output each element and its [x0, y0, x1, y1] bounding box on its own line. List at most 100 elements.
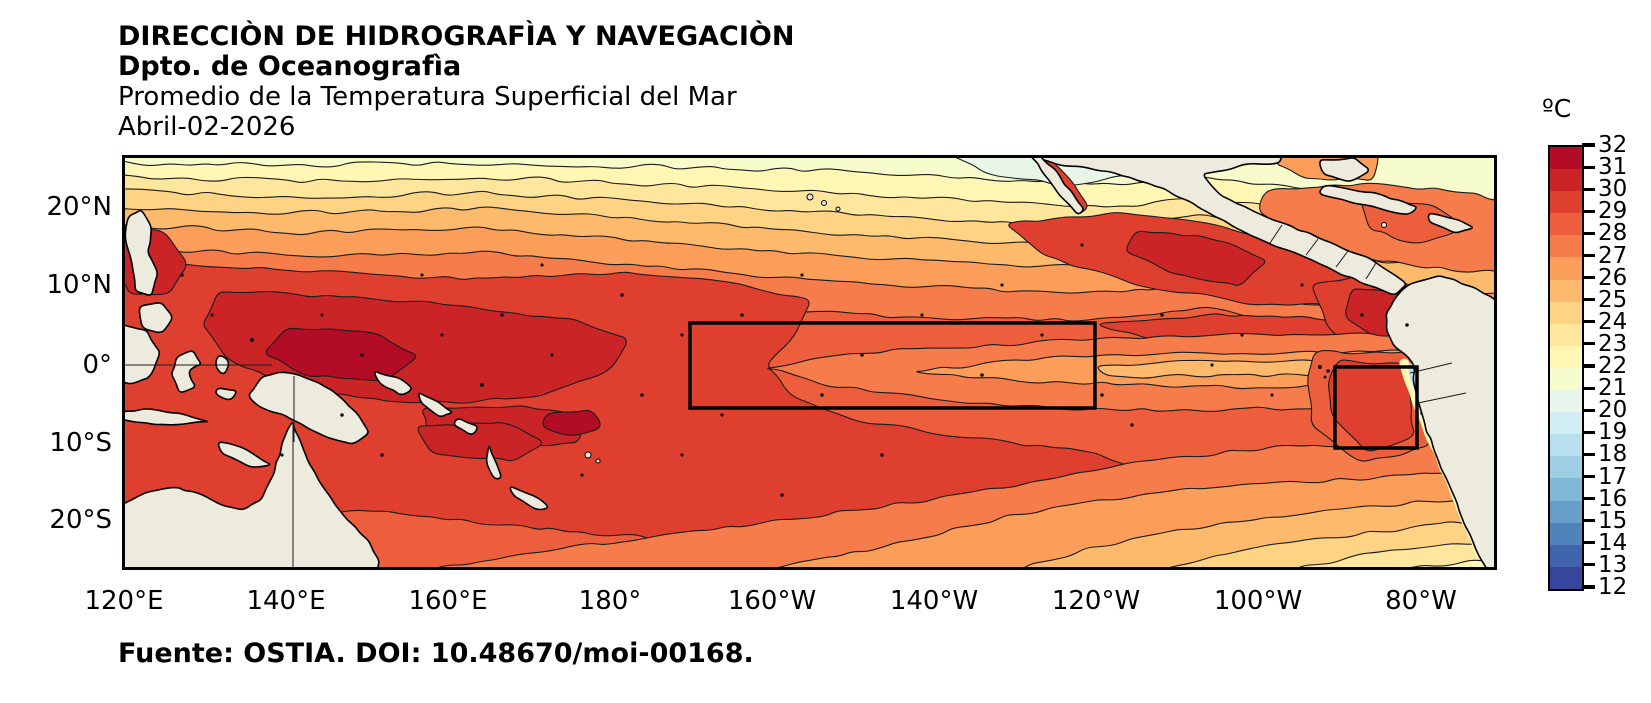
land-cuba — [1319, 184, 1417, 215]
lat-tick-label: 20°N — [46, 192, 112, 222]
boundary-line — [1335, 250, 1349, 268]
source-caption: Fuente: OSTIA. DOI: 10.48670/moi-00168. — [118, 638, 754, 669]
boundary-line — [1269, 224, 1283, 244]
contour-speckle — [800, 273, 804, 277]
contour-speckle — [680, 333, 684, 337]
colorbar-tick-label: 31 — [1598, 154, 1628, 181]
colorbar-segment — [1550, 169, 1582, 192]
contour-speckle — [820, 393, 824, 397]
lon-tick-label: 120°E — [84, 586, 164, 616]
land-baja-california — [1028, 155, 1084, 215]
colorbar — [1548, 145, 1584, 591]
colorbar-tick-label: 12 — [1598, 574, 1628, 600]
colorbar-tick-label: 30 — [1598, 176, 1628, 203]
contour-speckle — [420, 273, 424, 277]
small-island — [1381, 222, 1387, 228]
contour-speckle — [580, 473, 584, 477]
contour-speckle — [280, 453, 284, 457]
contour-speckle — [880, 453, 884, 457]
contour-speckle — [380, 453, 384, 457]
colorbar-segment — [1550, 257, 1582, 280]
land-australia — [122, 422, 380, 570]
land-java — [122, 408, 209, 426]
land-timor — [217, 441, 271, 468]
colorbar-segment — [1550, 147, 1582, 170]
lon-tick-label: 140°E — [246, 586, 326, 616]
contour-speckle — [1130, 423, 1134, 427]
contour-speckle — [980, 373, 984, 377]
colorbar-tick-label: 14 — [1598, 529, 1628, 556]
contour-speckle — [1100, 393, 1104, 397]
colorbar-tick-label: 22 — [1598, 353, 1628, 379]
contour-speckle — [1080, 243, 1084, 247]
contour-speckle — [1405, 323, 1409, 327]
colorbar-tick-label: 27 — [1598, 242, 1628, 269]
contour-speckle — [360, 353, 364, 357]
lon-tick-label: 160°E — [408, 586, 488, 616]
boundary-line — [1305, 238, 1319, 256]
region-box — [1333, 365, 1419, 450]
land-solomons-1 — [418, 392, 453, 418]
sst-map-svg — [122, 155, 1497, 570]
colorbar-tick-label: 15 — [1598, 507, 1628, 534]
contour-speckle — [1326, 369, 1330, 373]
contour-speckle — [500, 313, 504, 317]
colorbar-segment — [1550, 456, 1582, 479]
sst-region — [542, 409, 601, 436]
colorbar-tick-label: 17 — [1598, 463, 1628, 490]
contour-speckle — [180, 273, 184, 277]
contour-speckle — [1360, 313, 1364, 317]
colorbar-segment — [1550, 191, 1582, 214]
colorbar-segment — [1550, 235, 1582, 258]
land-sulawesi — [171, 350, 202, 393]
contour-speckle — [1210, 363, 1214, 367]
contour-speckle — [860, 353, 864, 357]
institution-title: DIRECCIÒN DE HIDROGRAFÌA Y NAVEGACIÒN — [118, 21, 795, 52]
figure-date: Abril-02-2026 — [118, 112, 296, 142]
land-luzon — [124, 209, 158, 296]
small-island — [806, 193, 814, 201]
colorbar-segment — [1550, 345, 1582, 368]
contour-speckle — [1160, 313, 1164, 317]
contour-speckle — [1240, 333, 1244, 337]
contour-speckle — [480, 383, 484, 387]
lat-tick-label: 10°S — [49, 428, 112, 458]
land-new-guinea — [248, 371, 369, 445]
lon-tick-label: 120°W — [1051, 586, 1141, 616]
colorbar-tick-label: 29 — [1598, 198, 1628, 225]
map-frame — [122, 155, 1497, 570]
lon-tick-label: 140°W — [889, 586, 979, 616]
contour-speckle — [320, 313, 324, 317]
contour-speckle — [550, 353, 554, 357]
colorbar-segment — [1550, 566, 1582, 589]
contour-speckle — [1000, 283, 1004, 287]
lon-tick-label: 100°W — [1213, 586, 1303, 616]
colorbar-tick-label: 16 — [1598, 485, 1628, 512]
colorbar-segment — [1550, 434, 1582, 457]
contour-speckle — [720, 413, 724, 417]
small-island — [584, 451, 592, 459]
contour-speckle — [680, 453, 684, 457]
land-hispaniola — [1427, 212, 1473, 234]
sst-map — [122, 155, 1497, 570]
contour-speckle — [740, 313, 744, 317]
contour-speckle — [1040, 333, 1044, 337]
land-yucatan — [1319, 157, 1370, 182]
land-new-britain — [373, 371, 412, 396]
department-title: Dpto. de Oceanografìa — [118, 51, 462, 82]
boundary-line — [1365, 262, 1377, 280]
land-vanuatu — [485, 445, 502, 480]
colorbar-segment — [1550, 279, 1582, 302]
small-island — [835, 206, 841, 212]
land-new-caledonia — [509, 486, 549, 511]
colorbar-tick-label: 13 — [1598, 551, 1628, 578]
sst-region — [417, 422, 542, 462]
lat-tick-label: 0° — [82, 350, 112, 380]
contour-speckle — [1300, 283, 1304, 287]
land-seram — [215, 387, 237, 401]
region-box — [688, 321, 1097, 410]
colorbar-tick-label: 32 — [1598, 132, 1628, 158]
boundary-line — [1417, 392, 1467, 404]
colorbar-unit-label: ºC — [1542, 94, 1572, 123]
